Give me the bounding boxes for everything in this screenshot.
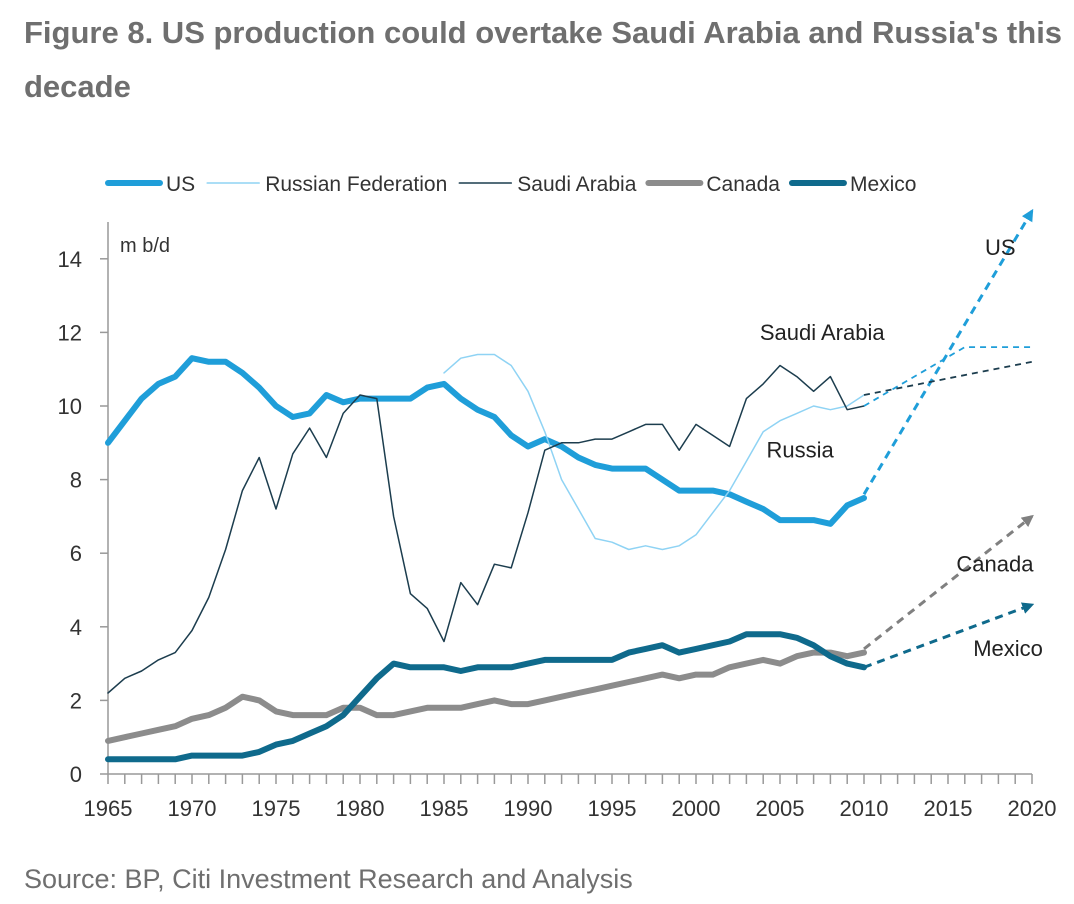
chart-axes: 0 2 4 6 8 10 12 14 1965 1970 1975 1980 1985 1990 1995 2… — [58, 222, 1057, 821]
x-tick-label: 1975 — [252, 796, 301, 821]
source-note: Source: BP, Citi Investment Research and… — [24, 864, 633, 894]
x-tick-label: 2000 — [672, 796, 721, 821]
x-tick-label: 1965 — [84, 796, 133, 821]
projection-russian-federation — [863, 346, 1032, 407]
series-line-mexico — [105, 631, 867, 763]
y-axis-label: m b/d — [120, 235, 170, 257]
x-tick-label: 2005 — [756, 796, 805, 821]
chart-projections — [862, 208, 1035, 669]
annotation-saudi-arabia: Saudi Arabia — [760, 320, 886, 345]
legend-label-saudi-arabia: Saudi Arabia — [517, 173, 636, 196]
legend-label-russian-federation: Russian Federation — [265, 173, 447, 196]
annotation-russia: Russia — [767, 438, 835, 463]
y-tick-label: 0 — [70, 762, 82, 787]
y-tick-label: 8 — [70, 468, 82, 493]
chart-series — [105, 353, 867, 763]
legend-label-mexico: Mexico — [850, 173, 917, 196]
projection-saudi-arabia — [863, 360, 1033, 396]
x-tick-label: 1980 — [336, 796, 385, 821]
chart-annotations: US Saudi Arabia Russia Canada Mexico — [760, 235, 1043, 661]
legend-label-canada: Canada — [706, 173, 780, 196]
annotation-mexico: Mexico — [973, 636, 1043, 661]
y-tick-label: 10 — [58, 394, 82, 419]
x-tick-label: 1990 — [504, 796, 553, 821]
annotation-canada: Canada — [956, 552, 1034, 577]
series-line-us — [105, 355, 867, 527]
legend-label-us: US — [166, 173, 195, 196]
chart-title: Figure 8. US production could overtake S… — [24, 15, 1063, 104]
x-tick-label: 1995 — [588, 796, 637, 821]
y-tick-label: 14 — [58, 247, 82, 272]
series-line-canada — [105, 649, 867, 744]
x-tick-label: 1985 — [420, 796, 469, 821]
series-line-saudi-arabia — [107, 364, 865, 694]
y-tick-label: 12 — [58, 320, 82, 345]
projection-canada — [863, 514, 1034, 651]
y-tick-label: 4 — [70, 615, 82, 640]
projection-mexico — [863, 602, 1035, 669]
x-tick-label: 2020 — [1008, 796, 1057, 821]
annotation-us: US — [985, 235, 1016, 260]
x-tick-label: 1970 — [168, 796, 217, 821]
series-line-russian-federation — [443, 353, 865, 551]
y-tick-label: 2 — [70, 688, 82, 713]
x-tick-label: 2010 — [840, 796, 889, 821]
x-tick-label: 2015 — [924, 796, 973, 821]
line-chart: US Russian Federation Saudi Arabia Canada Me… — [58, 173, 1057, 821]
chart-legend: US Russian Federation Saudi Arabia Canada Me… — [105, 173, 917, 196]
y-tick-label: 6 — [70, 541, 82, 566]
